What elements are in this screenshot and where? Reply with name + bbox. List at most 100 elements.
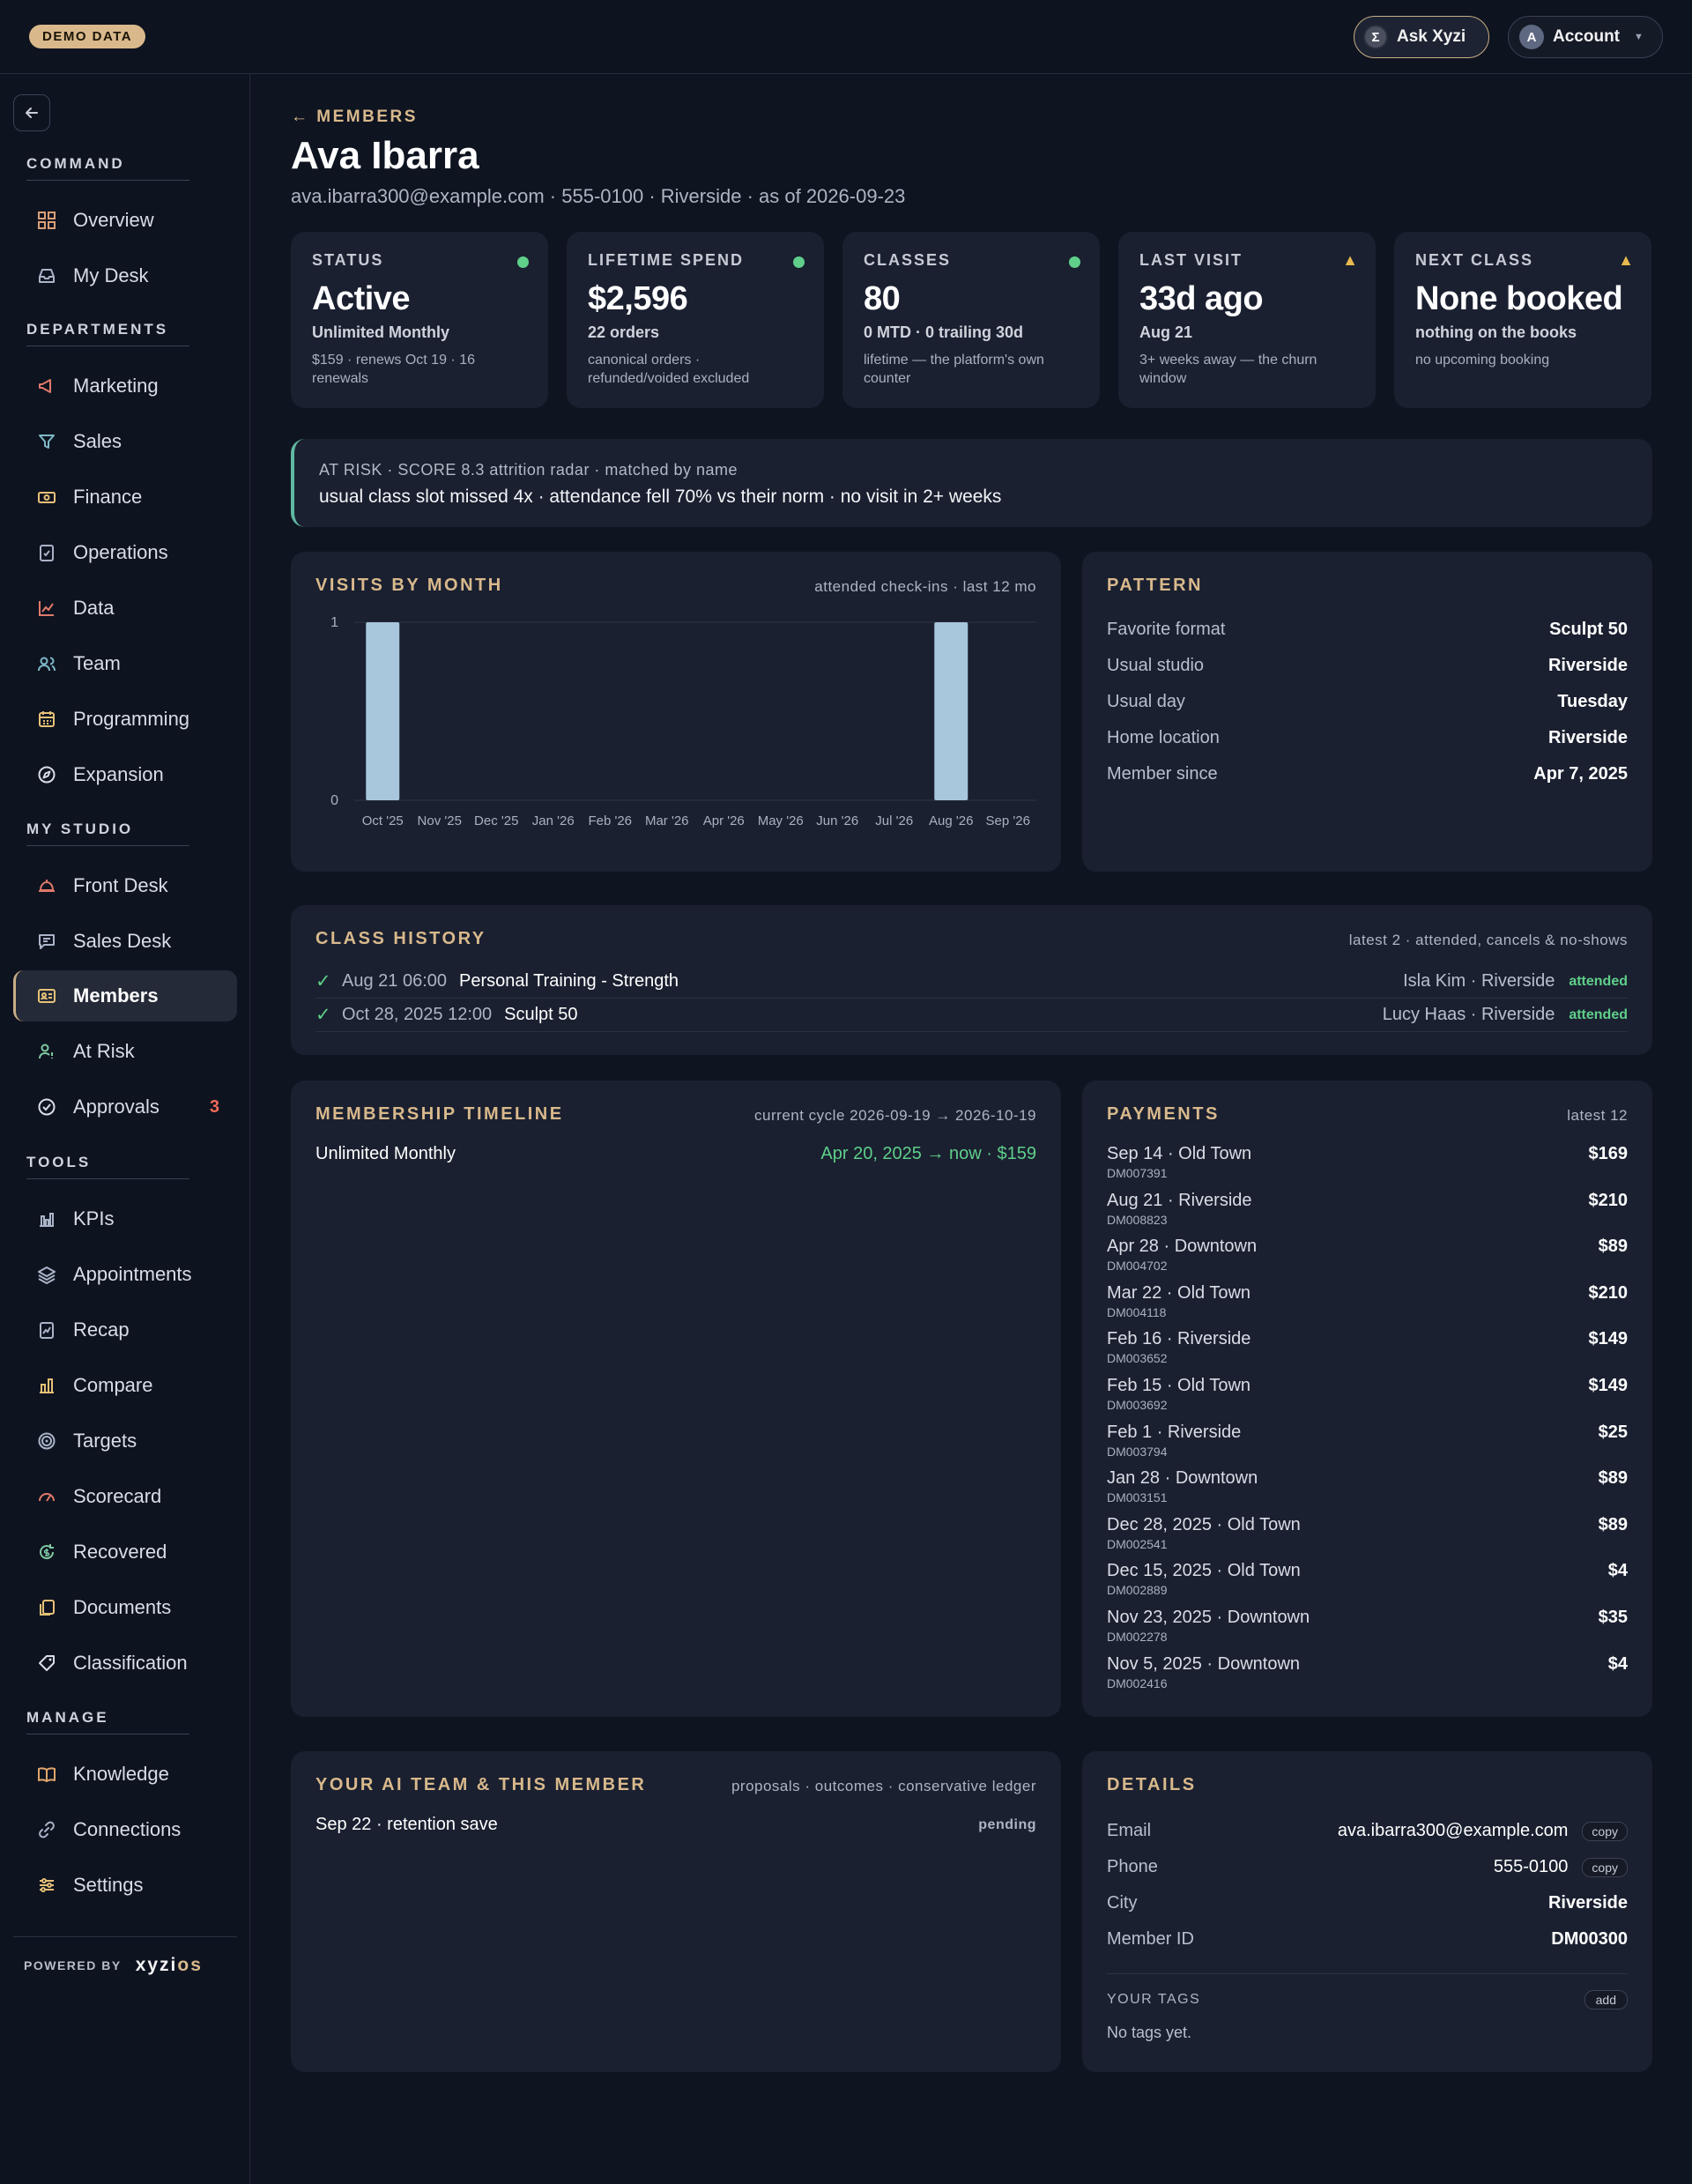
sidebar-item-my-desk[interactable]: My Desk [13, 250, 237, 301]
payment-date-location: Feb 15 · Old Town [1107, 1375, 1251, 1395]
panel-title: CLASS HISTORY [315, 929, 486, 948]
payment-row[interactable]: Jan 28 · Downtown DM003151 $89 [1107, 1468, 1628, 1515]
payment-row[interactable]: Mar 22 · Old Town DM004118 $210 [1107, 1283, 1628, 1330]
sidebar-item-appointments[interactable]: Appointments [13, 1249, 237, 1300]
payment-row[interactable]: Dec 28, 2025 · Old Town DM002541 $89 [1107, 1515, 1628, 1562]
copy-email-button[interactable]: copy [1582, 1821, 1628, 1841]
sidebar-item-connections[interactable]: Connections [13, 1804, 237, 1855]
sidebar-item-recap[interactable]: Recap [13, 1304, 237, 1356]
sidebar-item-targets[interactable]: Targets [13, 1415, 237, 1467]
x-tick-label: Feb '26 [588, 813, 632, 828]
sidebar-item-classification[interactable]: Classification [13, 1638, 237, 1689]
sidebar-item-recovered[interactable]: Recovered [13, 1527, 237, 1578]
payment-row[interactable]: Feb 16 · Riverside DM003652 $149 [1107, 1329, 1628, 1376]
stat-card-next-class: NEXT CLASS ▲ None booked nothing on the … [1394, 232, 1651, 408]
risk-reasons: usual class slot missed 4x · attendance … [319, 487, 1002, 507]
payment-amount: $89 [1598, 1514, 1628, 1534]
bar-Oct '25[interactable] [366, 622, 400, 800]
panel-meta: attended check-ins · last 12 mo [814, 578, 1036, 595]
avatar: A [1519, 25, 1544, 49]
sidebar-item-compare[interactable]: Compare [13, 1360, 237, 1411]
payment-date-location: Apr 28 · Downtown [1107, 1237, 1258, 1257]
sidebar-item-front-desk[interactable]: Front Desk [13, 860, 237, 911]
panel-title: DETAILS [1107, 1775, 1197, 1794]
sidebar-item-label: Finance [73, 486, 143, 508]
details-panel: DETAILS Email ava.ibarra300@example.com c… [1082, 1751, 1652, 2072]
sidebar-item-documents[interactable]: Documents [13, 1582, 237, 1633]
payment-id: DM002889 [1107, 1583, 1168, 1598]
xyzios-logo: xyzios [135, 1955, 203, 1975]
sidebar-item-label: Data [73, 597, 115, 619]
clipboard-chart-icon [36, 1319, 57, 1341]
sidebar-item-kpis[interactable]: KPIs [13, 1193, 237, 1244]
stat-label: CLASSES [864, 251, 952, 269]
sidebar-item-expansion[interactable]: Expansion [13, 749, 237, 800]
sidebar-item-scorecard[interactable]: Scorecard [13, 1471, 237, 1522]
ask-xyzi-label: Ask Xyzi [1397, 27, 1466, 46]
sidebar-item-at-risk[interactable]: At Risk [13, 1026, 237, 1077]
sidebar-item-settings[interactable]: Settings [13, 1860, 237, 1911]
x-tick-label: Jan '26 [532, 813, 575, 828]
ask-xyzi-button[interactable]: Σ Ask Xyzi [1354, 16, 1489, 58]
stat-note: lifetime — the platform's own counter [864, 353, 1044, 386]
account-button[interactable]: A Account ▼ [1508, 16, 1663, 58]
membership-plan: Unlimited Monthly [315, 1144, 456, 1163]
sidebar-item-overview[interactable]: Overview [13, 195, 237, 246]
payment-row[interactable]: Dec 15, 2025 · Old Town DM002889 $4 [1107, 1561, 1628, 1608]
stat-sub: 22 orders [588, 323, 660, 341]
payment-row[interactable]: Nov 5, 2025 · Downtown DM002416 $4 [1107, 1654, 1628, 1701]
sidebar-item-label: Expansion [73, 763, 164, 785]
users-icon [36, 653, 57, 674]
sidebar-item-knowledge[interactable]: Knowledge [13, 1749, 237, 1800]
payment-amount: $4 [1607, 1653, 1628, 1674]
sidebar-item-data[interactable]: Data [13, 583, 237, 634]
payment-id: DM002416 [1107, 1675, 1168, 1690]
bell-icon [36, 875, 57, 896]
membership-range: Apr 20, 2025 → now · $159 [820, 1144, 1036, 1163]
tag-icon [36, 1653, 57, 1674]
payment-row[interactable]: Feb 1 · Riverside DM003794 $25 [1107, 1423, 1628, 1469]
breadcrumb-members[interactable]: ← MEMBERS [291, 108, 418, 126]
payment-amount: $89 [1598, 1468, 1628, 1489]
instructor-location: Isla Kim · Riverside [1403, 971, 1555, 991]
sidebar-item-sales[interactable]: Sales [13, 416, 237, 467]
sidebar-item-label: My Desk [73, 264, 149, 286]
sidebar-item-members[interactable]: Members [13, 970, 237, 1021]
sidebar-item-team[interactable]: Team [13, 638, 237, 689]
approvals-count-badge: 3 [209, 1096, 219, 1117]
payment-date-location: Feb 16 · Riverside [1107, 1329, 1251, 1349]
sidebar-item-label: KPIs [73, 1207, 115, 1229]
table-row[interactable]: ✓ Aug 21 06:00 Personal Training - Stren… [315, 965, 1628, 999]
sidebar-item-sales-desk[interactable]: Sales Desk [13, 916, 237, 967]
sidebar-item-operations[interactable]: Operations [13, 527, 237, 578]
payment-amount: $25 [1598, 1422, 1628, 1442]
sidebar-item-label: Knowledge [73, 1763, 169, 1785]
payments-list: Sep 14 · Old Town DM007391 $169 Aug 21 · Ri… [1107, 1144, 1628, 1700]
warning-triangle-icon: ▲ [1618, 251, 1634, 269]
bar-Aug '26[interactable] [934, 622, 968, 800]
sidebar-item-programming[interactable]: Programming [13, 694, 237, 745]
sidebar-item-marketing[interactable]: Marketing [13, 360, 237, 412]
x-tick-label: Mar '26 [645, 813, 689, 828]
copy-phone-button[interactable]: copy [1582, 1857, 1628, 1877]
stat-value: None booked [1415, 280, 1623, 317]
collapse-sidebar-button[interactable] [13, 94, 50, 131]
payment-row[interactable]: Feb 15 · Old Town DM003692 $149 [1107, 1376, 1628, 1423]
payment-row[interactable]: Nov 23, 2025 · Downtown DM002278 $35 [1107, 1608, 1628, 1654]
list-item[interactable]: Sep 22 · retention save pending [315, 1815, 1036, 1835]
status-ok-dot [1069, 256, 1080, 268]
page-title: Ava Ibarra [291, 134, 479, 177]
add-tag-button[interactable]: add [1584, 1990, 1628, 2009]
payment-row[interactable]: Sep 14 · Old Town DM007391 $169 [1107, 1144, 1628, 1191]
sidebar-item-finance[interactable]: Finance [13, 472, 237, 523]
id-card-icon [36, 985, 57, 1007]
panel-meta: latest 2 · attended, cancels & no-shows [1348, 932, 1628, 948]
payment-row[interactable]: Aug 21 · Riverside DM008823 $210 [1107, 1191, 1628, 1237]
payment-row[interactable]: Apr 28 · Downtown DM004702 $89 [1107, 1237, 1628, 1283]
table-row[interactable]: ✓ Oct 28, 2025 12:00 Sculpt 50 Lucy Haas… [315, 999, 1628, 1032]
panel-title: PAYMENTS [1107, 1104, 1220, 1124]
status-ok-dot [517, 256, 529, 268]
panel-meta: current cycle 2026-09-19 → 2026-10-19 [754, 1107, 1036, 1124]
sidebar-item-approvals[interactable]: Approvals 3 [13, 1081, 237, 1133]
section-manage: MANAGE [26, 1709, 109, 1726]
